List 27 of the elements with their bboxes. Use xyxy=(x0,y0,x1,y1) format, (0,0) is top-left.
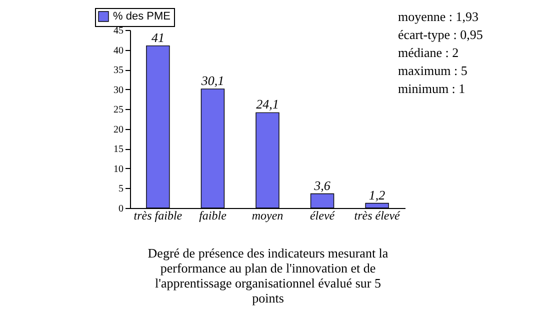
x-tick-label: très faible xyxy=(134,208,183,222)
x-axis-title: Degré de présence des indicateurs mesurant la performance au plan de l'innovation et de l'apprentissage organisationnel évalué sur 5 points xyxy=(148,246,388,306)
y-tick-label: 15 xyxy=(114,144,124,156)
y-tick-label: 40 xyxy=(114,45,124,56)
data-label: 30,1 xyxy=(200,72,224,88)
y-tick-label: 45 xyxy=(114,26,124,36)
data-label: 1,2 xyxy=(368,187,386,202)
annotation: maximum : 5 xyxy=(398,63,468,78)
data-label: 3,6 xyxy=(313,178,331,193)
x-tick-label: moyen xyxy=(252,208,284,222)
y-tick-label: 20 xyxy=(114,124,124,136)
data-label: 24,1 xyxy=(256,96,279,112)
legend-label: % des PME xyxy=(113,10,170,22)
annotation: minimum : 1 xyxy=(398,81,466,96)
y-tick-label: 5 xyxy=(118,184,124,195)
annotation: médiane : 2 xyxy=(398,45,459,60)
y-tick-label: 25 xyxy=(114,104,124,116)
y-tick-label: 30 xyxy=(114,84,124,96)
y-tick-label: 35 xyxy=(114,65,124,76)
x-tick-label: très élevé xyxy=(354,208,401,222)
y-tick-label: 10 xyxy=(114,164,124,175)
data-label: 41 xyxy=(151,30,164,45)
y-tick-label: 0 xyxy=(118,204,124,214)
text: moyenne : 1,93 xyxy=(398,9,479,24)
x-tick-label: élevé xyxy=(310,208,336,222)
annotation: écart-type : 0,95 xyxy=(398,27,483,42)
x-tick-label: faible xyxy=(199,208,228,222)
